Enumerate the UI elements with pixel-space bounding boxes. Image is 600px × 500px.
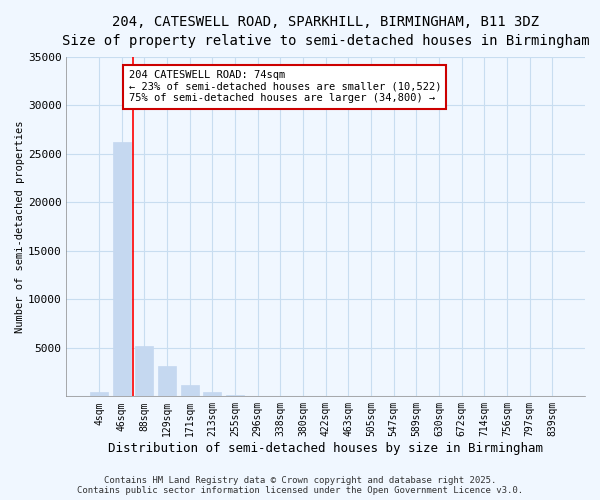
Title: 204, CATESWELL ROAD, SPARKHILL, BIRMINGHAM, B11 3DZ
Size of property relative to: 204, CATESWELL ROAD, SPARKHILL, BIRMINGH… [62,15,590,48]
Bar [158,366,176,396]
Text: 204 CATESWELL ROAD: 74sqm
← 23% of semi-detached houses are smaller (10,522)
75%: 204 CATESWELL ROAD: 74sqm ← 23% of semi-… [128,70,441,103]
Bar [203,392,221,396]
Bar [181,384,199,396]
Bar [135,346,154,397]
Bar [226,395,244,396]
Text: Contains HM Land Registry data © Crown copyright and database right 2025.
Contai: Contains HM Land Registry data © Crown c… [77,476,523,495]
X-axis label: Distribution of semi-detached houses by size in Birmingham: Distribution of semi-detached houses by … [108,442,543,455]
Bar [113,142,131,397]
Y-axis label: Number of semi-detached properties: Number of semi-detached properties [15,120,25,332]
Bar [90,392,108,396]
